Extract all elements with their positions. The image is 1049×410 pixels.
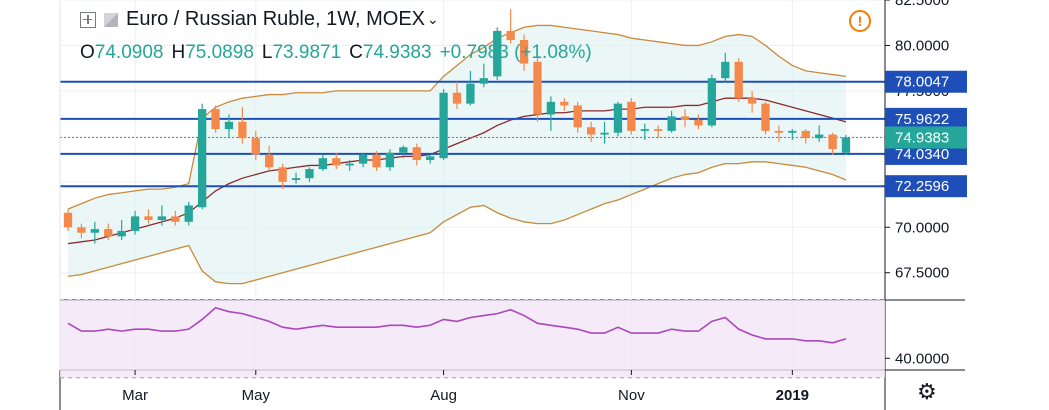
rsi-tick-label: 40.0000: [895, 350, 949, 367]
bollinger-upper-line: [67, 24, 847, 210]
candle-body: [90, 229, 99, 233]
price-level-tag: 75.9622: [895, 111, 949, 128]
x-tick-label: Aug: [430, 387, 457, 404]
candle-body: [586, 127, 596, 135]
candle-body: [479, 78, 488, 84]
candle-body: [224, 121, 234, 130]
candle-body: [211, 109, 220, 130]
x-tick-label: May: [242, 387, 271, 404]
candle-body: [399, 147, 408, 153]
candle-body: [747, 98, 757, 104]
candle-body: [640, 129, 649, 131]
candle-body: [654, 129, 663, 131]
price-level-tag: 78.0047: [895, 74, 949, 91]
x-tick-label: 2019: [776, 387, 809, 404]
candle-body: [439, 92, 448, 159]
candle-body: [265, 154, 274, 168]
candle-body: [171, 216, 180, 222]
candle-body: [291, 178, 301, 180]
alert-icon[interactable]: !: [849, 10, 871, 32]
candle-body: [694, 120, 703, 126]
candle-body: [533, 61, 542, 115]
candle-body: [721, 61, 730, 79]
candle-body: [613, 103, 623, 133]
candle-body: [600, 132, 609, 135]
candle-body: [788, 130, 797, 133]
candle-body: [318, 158, 328, 170]
rsi-line: [67, 306, 847, 344]
chart-header: Euro / Russian Ruble, 1W, MOEX ⌄: [80, 8, 439, 31]
candle-body: [117, 230, 126, 237]
candle-body: [680, 116, 690, 120]
candle-body: [104, 229, 113, 237]
candle-body: [251, 138, 260, 155]
chevron-down-icon[interactable]: ⌄: [427, 11, 439, 27]
candle-body: [412, 147, 421, 160]
candle-body: [546, 101, 556, 115]
candle-body: [466, 83, 475, 104]
candle-body: [358, 154, 368, 164]
y-tick-label: 80.0000: [895, 37, 949, 54]
candle-body: [828, 134, 837, 150]
candle-body: [707, 78, 717, 126]
plus-square-icon[interactable]: [80, 11, 96, 28]
candle-body: [77, 227, 86, 233]
candle-body: [801, 130, 810, 139]
ohlc-change: +0.7983 (+1.08%): [439, 42, 592, 63]
candle-body: [385, 152, 395, 168]
candle-body: [278, 167, 287, 182]
candle-body: [197, 109, 207, 208]
candle-body: [815, 134, 824, 139]
price-level-tag: 74.0340: [895, 146, 949, 163]
candle-body: [761, 103, 770, 131]
candle-body: [506, 30, 515, 40]
candle-body: [452, 92, 462, 104]
ohlc-readout: O74.0908 H75.0898 L73.9871 C74.9383 +0.7…: [80, 42, 592, 64]
candle-body: [345, 163, 354, 166]
candle-body: [144, 216, 153, 220]
candle-body: [238, 121, 247, 139]
ohlc-low: L73.9871: [261, 42, 342, 63]
y-tick-label: 82.5000: [895, 0, 949, 9]
price-level-tag-bg: [885, 70, 967, 93]
ohlc-open: O74.0908: [80, 42, 164, 63]
candle-body: [519, 40, 529, 64]
candle-body: [184, 205, 193, 222]
gear-icon[interactable]: ⚙: [917, 379, 937, 404]
candle-body: [841, 137, 851, 153]
candle-body: [627, 101, 636, 131]
symbol-title[interactable]: Euro / Russian Ruble, 1W, MOEX: [126, 8, 426, 30]
candle-body: [493, 30, 502, 77]
ohlc-close: C74.9383: [349, 42, 432, 63]
x-tick-label: Nov: [618, 387, 645, 404]
tv-logo-icon: [102, 11, 120, 29]
y-tick-label: 67.5000: [895, 265, 949, 282]
bollinger-basis-line: [67, 97, 847, 245]
candle-body: [560, 101, 569, 106]
candle-body: [372, 154, 381, 168]
last-price-tag-bg: [885, 126, 967, 149]
last-price-tag: 74.9383: [895, 129, 949, 146]
candle-body: [157, 216, 167, 220]
ohlc-high: H75.0898: [171, 42, 254, 63]
price-level-tag-bg: [885, 175, 967, 198]
price-level-tag-bg: [885, 107, 967, 130]
candle-body: [573, 105, 582, 128]
candle-body: [332, 158, 341, 166]
candle-body: [667, 116, 676, 131]
bollinger-lower-line: [67, 161, 847, 285]
candle-body: [426, 156, 435, 160]
x-tick-label: Mar: [122, 387, 148, 404]
rsi-band-fill: [60, 300, 885, 378]
candle-body: [774, 130, 784, 133]
candle-body: [130, 216, 140, 231]
candle-body: [63, 212, 73, 228]
candle-body: [734, 61, 743, 99]
y-tick-label: 70.0000: [895, 219, 949, 236]
candle-body: [305, 169, 314, 179]
price-level-tag: 72.2596: [895, 178, 949, 195]
